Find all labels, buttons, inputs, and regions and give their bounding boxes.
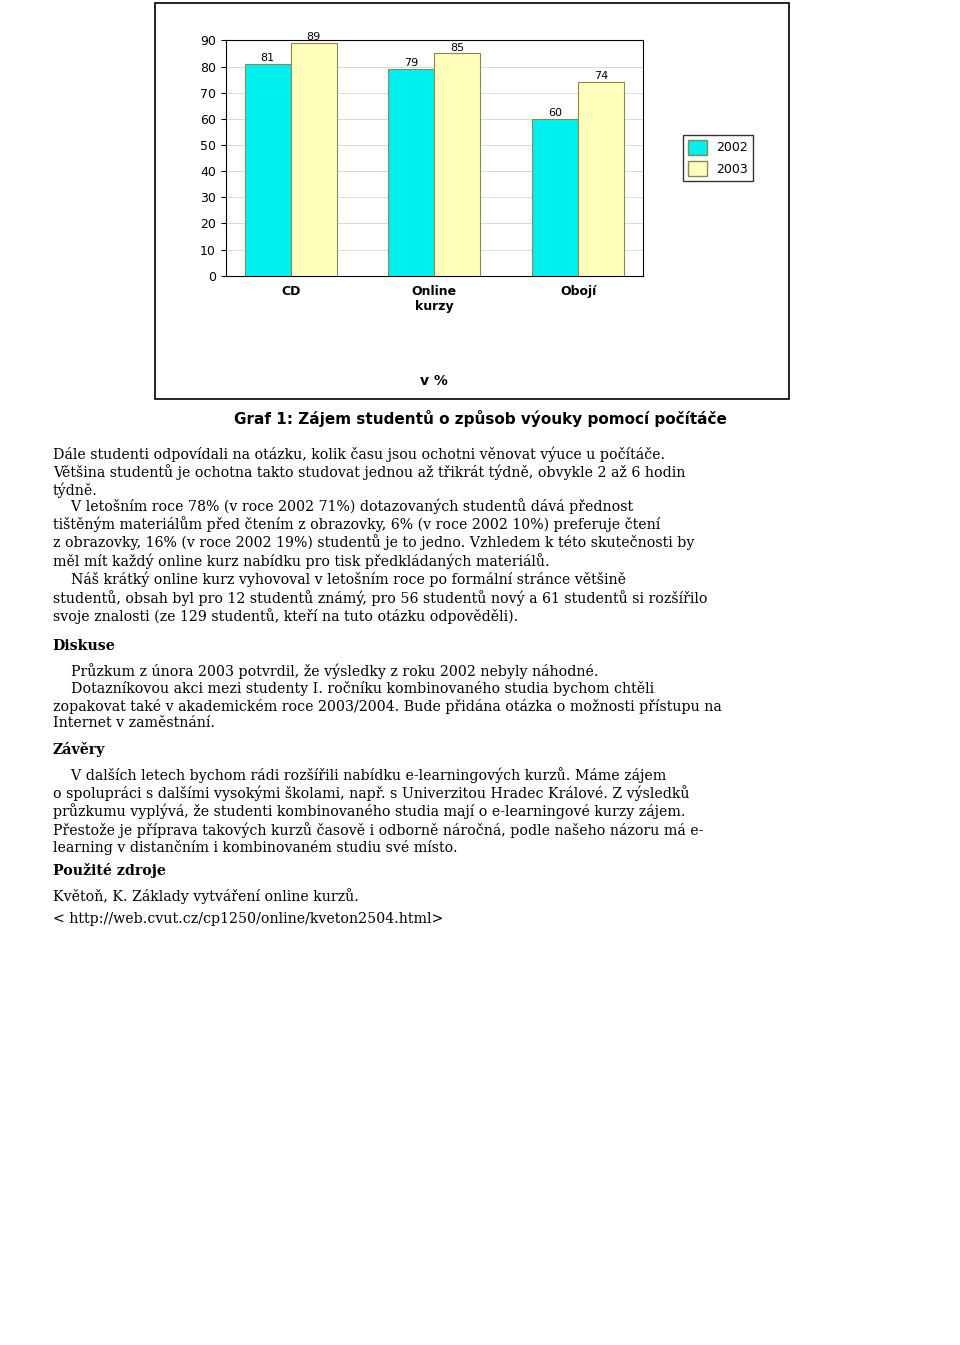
Bar [578, 82, 624, 276]
Text: V dalších letech bychom rádi rozšířili nabídku e-learningových kurzů. Máme zájem: V dalších letech bychom rádi rozšířili n… [53, 767, 703, 855]
Text: v %: v % [420, 374, 448, 387]
Text: Náš krátký online kurz vyhovoval v letošním roce po formální stránce většině
stu: Náš krátký online kurz vyhovoval v letoš… [53, 572, 708, 624]
Text: Diskuse: Diskuse [53, 639, 115, 652]
Text: 89: 89 [306, 32, 321, 42]
Legend: 2002, 2003: 2002, 2003 [683, 134, 754, 182]
Bar [389, 69, 434, 276]
Bar [291, 43, 337, 276]
Text: Dále studenti odpovídali na otázku, kolik času jsou ochotni věnovat výuce u počí: Dále studenti odpovídali na otázku, koli… [53, 447, 685, 499]
Text: Květoň, K. Základy vytváření online kurzů.: Květoň, K. Základy vytváření online kurz… [53, 888, 359, 904]
Text: 60: 60 [548, 108, 563, 118]
Text: Použité zdroje: Použité zdroje [53, 863, 166, 878]
Text: Závěry: Závěry [53, 742, 106, 757]
Text: 79: 79 [404, 58, 419, 69]
Text: V letošním roce 78% (v roce 2002 71%) dotazovaných studentů dává přednost
tištěn: V letošním roce 78% (v roce 2002 71%) do… [53, 498, 694, 569]
Text: 74: 74 [594, 71, 609, 82]
Bar [245, 65, 291, 276]
Bar [532, 118, 578, 276]
Text: 85: 85 [450, 43, 465, 52]
Text: < http://web.cvut.cz/cp1250/online/kveton2504.html>: < http://web.cvut.cz/cp1250/online/kveto… [53, 912, 444, 925]
Bar [434, 54, 480, 276]
Text: Průzkum z února 2003 potvrdil, že výsledky z roku 2002 nebyly náhodné.
    Dotaz: Průzkum z února 2003 potvrdil, že výsled… [53, 663, 722, 730]
Text: Graf 1: Zájem studentů o způsob výouky pomocí počítáče: Graf 1: Zájem studentů o způsob výouky p… [233, 410, 727, 428]
Text: 81: 81 [260, 52, 275, 63]
